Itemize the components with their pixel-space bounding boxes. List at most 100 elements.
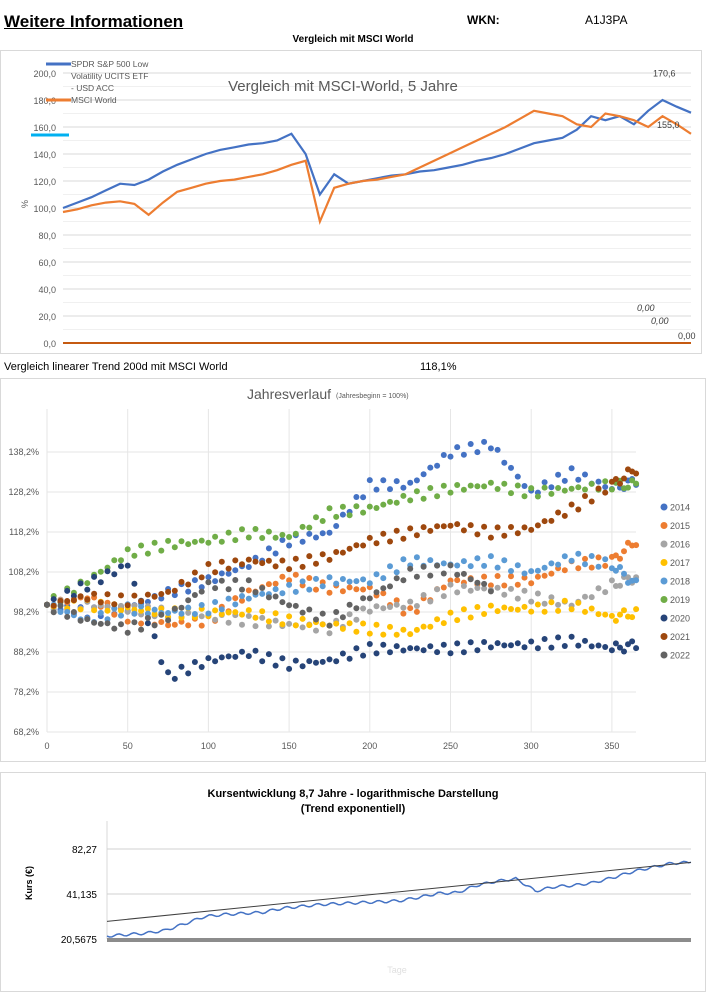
data-point-2016 bbox=[481, 585, 488, 592]
data-point-2020 bbox=[144, 620, 151, 627]
data-point-2014 bbox=[185, 588, 192, 595]
data-point-2018 bbox=[582, 561, 588, 568]
data-point-2019 bbox=[158, 547, 165, 554]
data-point-2015 bbox=[501, 582, 508, 589]
data-point-2022 bbox=[420, 563, 427, 570]
data-point-2014 bbox=[198, 584, 205, 591]
data-point-2015 bbox=[165, 622, 172, 629]
data-point-2019 bbox=[97, 568, 104, 575]
data-point-2021 bbox=[548, 517, 555, 524]
data-point-2014 bbox=[326, 529, 333, 536]
legend-label: 2014 bbox=[670, 503, 690, 513]
data-point-2014 bbox=[434, 462, 441, 469]
data-point-2020 bbox=[70, 592, 77, 599]
data-point-2018 bbox=[366, 580, 373, 587]
data-point-2020 bbox=[232, 653, 239, 660]
data-point-2021 bbox=[346, 545, 353, 552]
data-point-2014 bbox=[474, 449, 481, 456]
data-point-2014 bbox=[158, 595, 165, 602]
data-point-2018 bbox=[191, 611, 198, 617]
data-point-2020 bbox=[286, 665, 293, 672]
data-point-2021 bbox=[602, 489, 609, 496]
series-line-1 bbox=[62, 109, 692, 226]
x-tick-label: 0 bbox=[44, 741, 49, 751]
data-point-2020 bbox=[608, 647, 615, 654]
data-point-2015 bbox=[440, 584, 447, 591]
data-point-2022 bbox=[124, 629, 131, 636]
data-point-2020 bbox=[568, 633, 575, 640]
data-point-2014 bbox=[387, 486, 393, 493]
data-point-2020 bbox=[353, 645, 360, 652]
data-point-2015 bbox=[279, 573, 286, 580]
data-point-2020 bbox=[440, 641, 447, 648]
data-point-2017 bbox=[151, 611, 158, 618]
data-point-2014 bbox=[494, 446, 501, 453]
data-point-2020 bbox=[265, 651, 272, 658]
data-point-2016 bbox=[252, 623, 259, 630]
data-point-2021 bbox=[621, 475, 627, 482]
data-point-2021 bbox=[541, 518, 548, 525]
data-point-2016 bbox=[460, 583, 467, 589]
data-point-2017 bbox=[633, 606, 640, 613]
data-point-2022 bbox=[407, 565, 414, 572]
data-point-2014 bbox=[481, 438, 488, 445]
trend-line bbox=[106, 861, 692, 922]
data-point-2016 bbox=[602, 589, 609, 596]
data-point-2015 bbox=[588, 564, 595, 571]
data-point-2021 bbox=[387, 538, 393, 545]
data-point-2020 bbox=[612, 640, 619, 647]
data-point-2016 bbox=[212, 616, 219, 623]
legend-marker bbox=[660, 540, 668, 548]
zero-label: 0,00 bbox=[651, 316, 669, 326]
data-point-2021 bbox=[272, 563, 279, 570]
y-tick-label: 88,2% bbox=[13, 647, 39, 657]
data-point-2021 bbox=[165, 588, 172, 595]
price-line bbox=[106, 860, 692, 938]
data-point-2019 bbox=[232, 537, 239, 544]
data-point-2021 bbox=[380, 530, 387, 537]
data-point-2015 bbox=[487, 582, 494, 589]
data-point-2020 bbox=[259, 658, 266, 665]
data-point-2020 bbox=[555, 634, 562, 641]
zero-label: 0,00 bbox=[637, 303, 655, 313]
data-point-2016 bbox=[239, 621, 245, 628]
data-point-2019 bbox=[373, 505, 380, 511]
data-point-2019 bbox=[205, 539, 212, 546]
data-point-2014 bbox=[212, 578, 219, 585]
data-point-2017 bbox=[239, 611, 245, 618]
data-point-2022 bbox=[481, 580, 488, 587]
data-point-2022 bbox=[393, 575, 400, 582]
data-point-2022 bbox=[427, 572, 434, 579]
data-point-2022 bbox=[232, 577, 239, 583]
data-point-2016 bbox=[198, 613, 205, 620]
y-tick-label: 20,5675 bbox=[61, 935, 98, 946]
data-point-2016 bbox=[467, 587, 474, 594]
legend-label: 2018 bbox=[670, 577, 690, 587]
data-point-2018 bbox=[602, 556, 609, 563]
data-point-2016 bbox=[474, 585, 481, 591]
data-point-2018 bbox=[633, 577, 640, 584]
data-point-2016 bbox=[272, 617, 279, 624]
data-point-2017 bbox=[413, 626, 420, 633]
data-point-2020 bbox=[467, 639, 474, 646]
y-tick-label: 78,2% bbox=[13, 687, 39, 697]
data-point-2015 bbox=[124, 618, 131, 625]
chart-title: Jahresverlauf bbox=[247, 386, 331, 402]
data-point-2016 bbox=[534, 590, 541, 597]
end-value-label: 155,0 bbox=[657, 120, 680, 130]
data-point-2017 bbox=[333, 620, 340, 627]
data-point-2016 bbox=[360, 605, 367, 612]
data-point-2017 bbox=[259, 608, 266, 615]
data-point-2017 bbox=[548, 599, 555, 606]
data-point-2015 bbox=[286, 577, 293, 584]
data-point-2022 bbox=[218, 577, 225, 584]
data-point-2019 bbox=[588, 480, 595, 487]
data-point-2017 bbox=[555, 607, 562, 614]
data-point-2019 bbox=[501, 480, 508, 487]
data-point-2019 bbox=[245, 534, 252, 541]
data-point-2015 bbox=[612, 552, 619, 559]
data-point-2017 bbox=[582, 608, 588, 615]
data-point-2018 bbox=[299, 578, 306, 585]
data-point-2019 bbox=[319, 518, 326, 524]
data-point-2017 bbox=[380, 631, 387, 638]
